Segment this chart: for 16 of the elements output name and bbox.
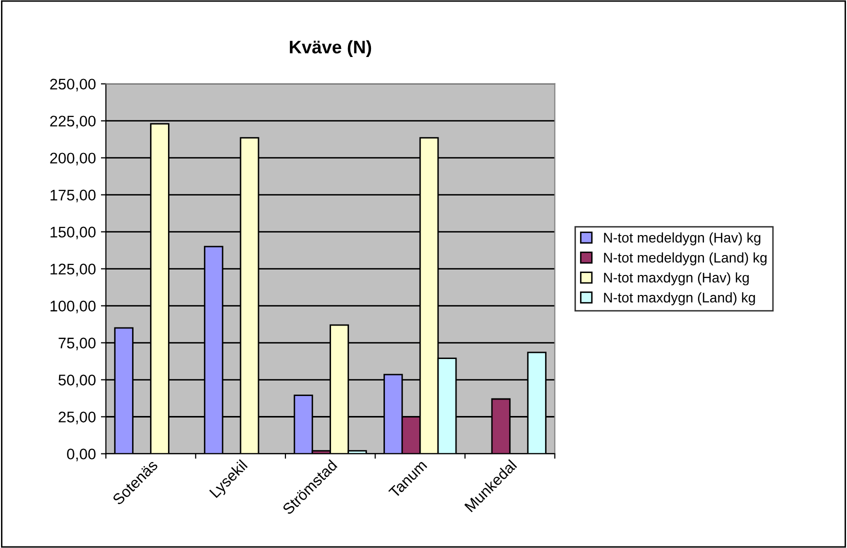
y-tick-label: 225,00 <box>50 116 96 128</box>
legend-label: N-tot medeldygn (Land) kg <box>604 252 767 266</box>
legend-label: N-tot maxdygn (Hav) kg <box>604 272 749 286</box>
y-tick-label: 75,00 <box>58 338 96 350</box>
legend-label: N-tot maxdygn (Land) kg <box>604 292 755 306</box>
y-tick-label: 250,00 <box>50 78 96 92</box>
y-tick-label: 100,00 <box>50 300 96 314</box>
y-tick-label: 25,00 <box>58 412 96 424</box>
chart-title: Kväve (N) <box>290 40 372 58</box>
legend-label: N-tot medeldygn (Hav) kg <box>604 232 760 246</box>
y-tick-label: 200,00 <box>50 152 96 166</box>
y-tick-label: 50,00 <box>58 374 96 388</box>
y-tick-label: 125,00 <box>50 264 96 276</box>
y-tick-label: 150,00 <box>50 226 96 240</box>
y-tick-label: 0,00 <box>67 448 96 462</box>
y-tick-label: 175,00 <box>50 190 96 202</box>
